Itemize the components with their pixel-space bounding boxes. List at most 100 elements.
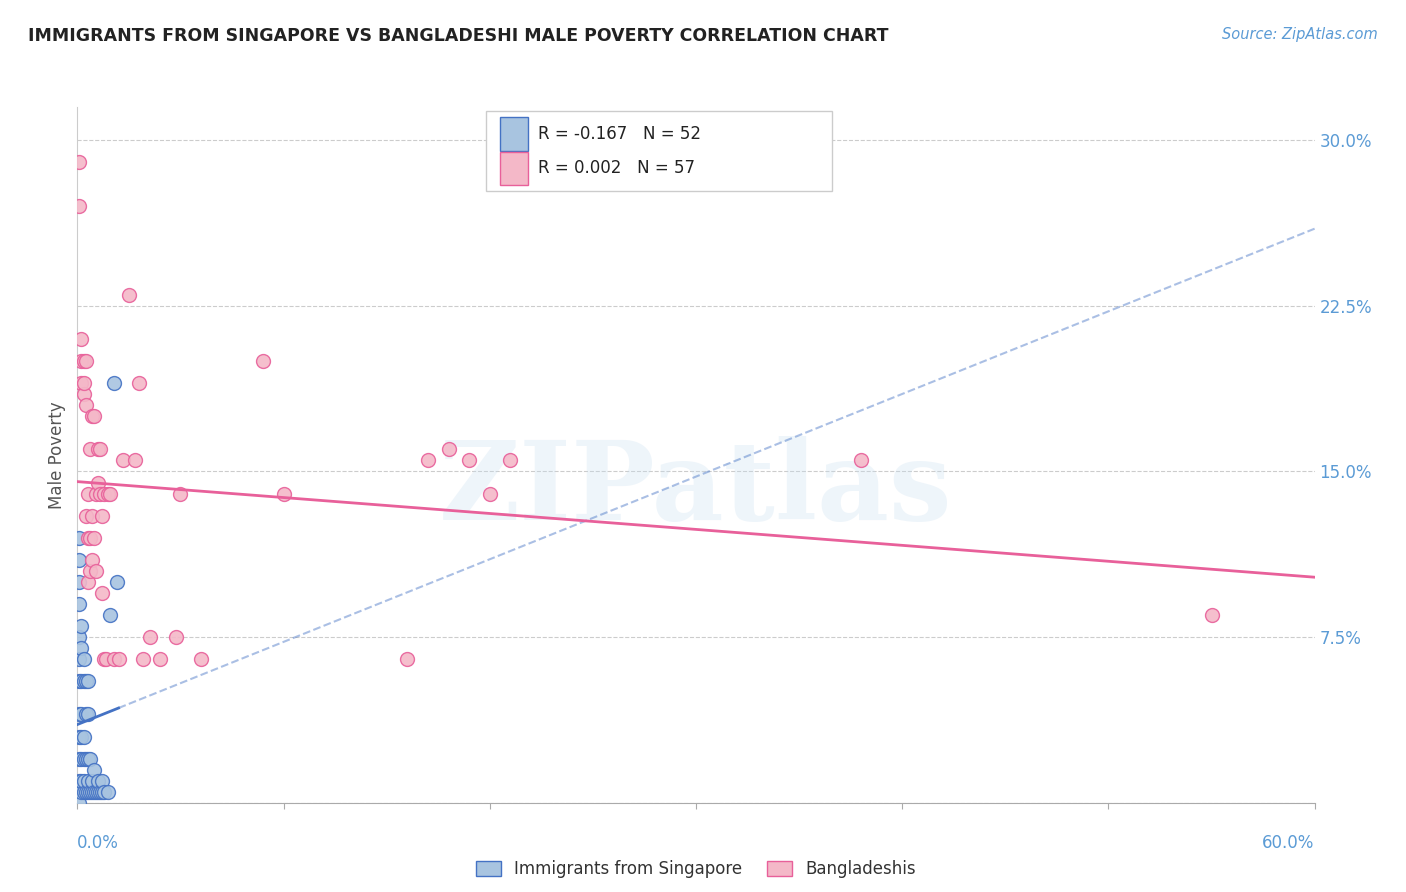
Point (132, 652, 155, 666)
Point (70, 332, 93, 346)
Point (70, 376, 93, 391)
Point (72, 785, 94, 799)
Point (169, 486, 191, 500)
Point (138, 630, 160, 644)
Point (67, 155, 90, 169)
Point (70, 773, 93, 788)
Point (67, 707, 90, 722)
Text: ZIPatlas: ZIPatlas (439, 436, 953, 543)
Point (499, 453, 522, 467)
Point (72, 730, 94, 744)
Point (70, 674, 93, 689)
FancyBboxPatch shape (485, 111, 832, 191)
Point (84, 486, 107, 500)
Point (87, 785, 110, 799)
Point (70, 751, 93, 765)
FancyBboxPatch shape (501, 152, 527, 185)
Point (67, 751, 90, 765)
Point (72, 773, 94, 788)
Point (416, 453, 439, 467)
Point (79, 751, 101, 765)
Point (96, 652, 118, 666)
Point (67, 574, 90, 589)
Point (105, 574, 128, 589)
Point (124, 453, 146, 467)
Point (103, 376, 125, 391)
Point (165, 630, 187, 644)
Point (67, 730, 90, 744)
Point (76, 785, 98, 799)
Point (67, 531, 90, 545)
Point (79, 531, 101, 545)
Point (67, 674, 90, 689)
Point (84, 785, 107, 799)
Point (91, 586, 114, 600)
Point (79, 785, 101, 799)
Point (72, 387, 94, 401)
Point (76, 751, 98, 765)
Point (149, 652, 172, 666)
Text: 60.0%: 60.0% (1263, 834, 1315, 852)
Point (75, 674, 97, 689)
Point (75, 785, 97, 799)
Point (67, 553, 90, 567)
Point (83, 531, 105, 545)
Point (89, 442, 111, 457)
Point (93, 486, 115, 500)
Point (107, 652, 129, 666)
Point (89, 486, 111, 500)
Point (93, 785, 115, 799)
Point (75, 707, 97, 722)
Point (80, 785, 103, 799)
Point (80, 773, 103, 788)
Point (76, 674, 98, 689)
Point (87, 773, 110, 788)
Point (79, 564, 101, 578)
Point (72, 354, 94, 368)
Point (91, 508, 114, 523)
Legend: Immigrants from Singapore, Bangladeshis: Immigrants from Singapore, Bangladeshis (470, 854, 922, 885)
Point (67, 652, 90, 666)
Point (76, 574, 98, 589)
Text: R = -0.167   N = 52: R = -0.167 N = 52 (537, 125, 700, 144)
Point (97, 785, 120, 799)
Point (72, 652, 94, 666)
Point (91, 785, 114, 799)
Point (437, 442, 460, 457)
Point (67, 597, 90, 611)
Point (98, 608, 121, 623)
Point (83, 763, 105, 777)
Point (70, 730, 93, 744)
Point (93, 652, 115, 666)
Point (67, 773, 90, 788)
Point (83, 409, 105, 424)
Point (72, 751, 94, 765)
Point (70, 785, 93, 799)
Text: IMMIGRANTS FROM SINGAPORE VS BANGLADESHI MALE POVERTY CORRELATION CHART: IMMIGRANTS FROM SINGAPORE VS BANGLADESHI… (28, 27, 889, 45)
Text: R = 0.002   N = 57: R = 0.002 N = 57 (537, 160, 695, 178)
Point (84, 564, 107, 578)
Text: 0.0%: 0.0% (77, 834, 120, 852)
Point (72, 376, 94, 391)
Point (80, 553, 103, 567)
Point (80, 409, 103, 424)
Point (849, 453, 872, 467)
Point (70, 707, 93, 722)
Point (128, 376, 150, 391)
Point (478, 486, 501, 500)
Point (98, 486, 121, 500)
Point (76, 531, 98, 545)
Point (396, 652, 419, 666)
Point (76, 773, 98, 788)
Point (76, 707, 98, 722)
Point (67, 630, 90, 644)
Point (70, 354, 93, 368)
Point (76, 486, 98, 500)
Point (75, 508, 97, 523)
Point (67, 796, 90, 810)
Y-axis label: Male Poverty: Male Poverty (48, 401, 66, 508)
Point (252, 354, 274, 368)
Point (118, 287, 141, 301)
Point (89, 785, 111, 799)
Point (72, 674, 94, 689)
